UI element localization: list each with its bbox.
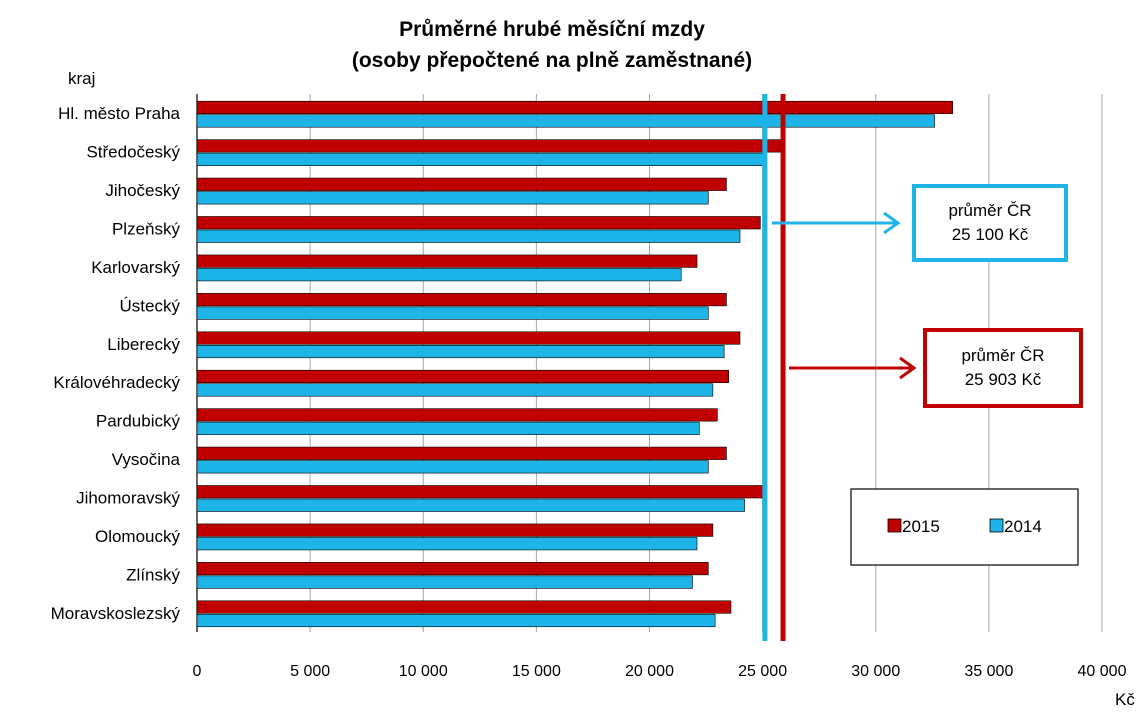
legend-swatch-2014	[989, 518, 1004, 533]
avg-2014-annotation: průměr ČR 25 100 Kč	[772, 184, 1068, 262]
x-tick-label: 20 000	[625, 663, 674, 680]
bar-2015	[196, 408, 718, 422]
bar-2015	[196, 216, 761, 230]
bar-2014	[196, 268, 682, 282]
bar-2014	[196, 537, 698, 551]
category-label: Karlovarský	[91, 258, 180, 277]
bar-2014	[196, 152, 766, 166]
reference-lines	[762, 94, 786, 641]
category-label: Liberecký	[107, 335, 180, 354]
bar-2014	[196, 498, 745, 512]
category-label: Zlínský	[126, 565, 180, 584]
bar-2015	[196, 485, 766, 499]
category-label: Moravskoslezský	[51, 604, 181, 623]
bars	[196, 100, 953, 628]
x-tick-label: 15 000	[512, 663, 561, 680]
bar-2014	[196, 575, 693, 589]
avg-2014-arrowhead	[883, 211, 901, 235]
bar-2014	[196, 114, 935, 128]
avg-2015-arrowhead	[899, 356, 917, 380]
avg-2015-label: průměr ČR	[961, 346, 1044, 365]
legend-label-2015: 2015	[902, 517, 940, 536]
category-label: Královéhradecký	[53, 373, 180, 392]
x-tick-label: 40 000	[1078, 663, 1127, 680]
x-tick-label: 30 000	[851, 663, 900, 680]
category-label: Hl. město Praha	[58, 104, 180, 123]
legend: 2015 2014	[850, 488, 1079, 566]
category-label: Ústecký	[120, 296, 181, 315]
avg-2015-value: 25 903 Kč	[965, 370, 1042, 389]
legend-label-2014: 2014	[1004, 517, 1042, 536]
bar-2014	[196, 421, 700, 435]
bar-2014	[196, 344, 725, 359]
category-label: Vysočina	[112, 450, 181, 469]
bar-2015	[196, 562, 709, 576]
x-tick-labels: 0 5 000 10 000 15 000 20 000 25 000 30 000 35 0…	[193, 663, 1127, 680]
bar-2014	[196, 383, 714, 397]
bar-2015	[196, 446, 727, 460]
y-axis-label: kraj	[68, 69, 95, 88]
bar-2015	[196, 523, 714, 537]
x-tick-label: 0	[193, 663, 202, 680]
bar-2015	[196, 369, 729, 384]
bar-2014	[196, 460, 709, 474]
legend-box	[850, 488, 1079, 566]
bar-2014	[196, 306, 709, 320]
legend-swatch-2015	[887, 518, 902, 533]
bar-2015	[196, 293, 727, 307]
avg-2014-value: 25 100 Kč	[952, 225, 1029, 244]
bar-2015	[196, 100, 953, 115]
category-label: Středočeský	[86, 143, 180, 162]
bar-2015	[196, 331, 741, 345]
avg-2014-box	[912, 184, 1068, 262]
category-labels: Hl. město Praha Středočeský Jihočeský Plzeň…	[51, 104, 181, 623]
bar-2015	[196, 254, 698, 268]
x-tick-label: 5 000	[290, 663, 330, 680]
avg-2014-label: průměr ČR	[948, 201, 1031, 220]
category-label: Pardubický	[96, 412, 181, 431]
bar-2014	[196, 613, 716, 628]
category-label: Plzeňský	[112, 220, 181, 239]
chart-title-line-2: (osoby přepočtené na plně zaměstnané)	[352, 49, 752, 72]
bar-2014	[196, 191, 709, 205]
bar-2015	[196, 600, 732, 614]
bar-2015	[196, 139, 782, 153]
avg-2015-box	[923, 328, 1083, 408]
x-tick-label: 35 000	[964, 663, 1013, 680]
category-label: Jihomoravský	[76, 489, 180, 508]
x-axis-label: Kč	[1115, 690, 1135, 709]
chart-title-line-1: Průměrné hrubé měsíční mzdy	[399, 18, 705, 41]
bar-2015	[196, 177, 727, 191]
category-label: Olomoucký	[95, 527, 181, 546]
category-label: Jihočeský	[105, 181, 180, 200]
x-tick-label: 10 000	[399, 663, 448, 680]
bar-2014	[196, 229, 741, 243]
avg-2015-annotation: průměr ČR 25 903 Kč	[789, 328, 1083, 408]
x-tick-label: 25 000	[738, 663, 787, 680]
